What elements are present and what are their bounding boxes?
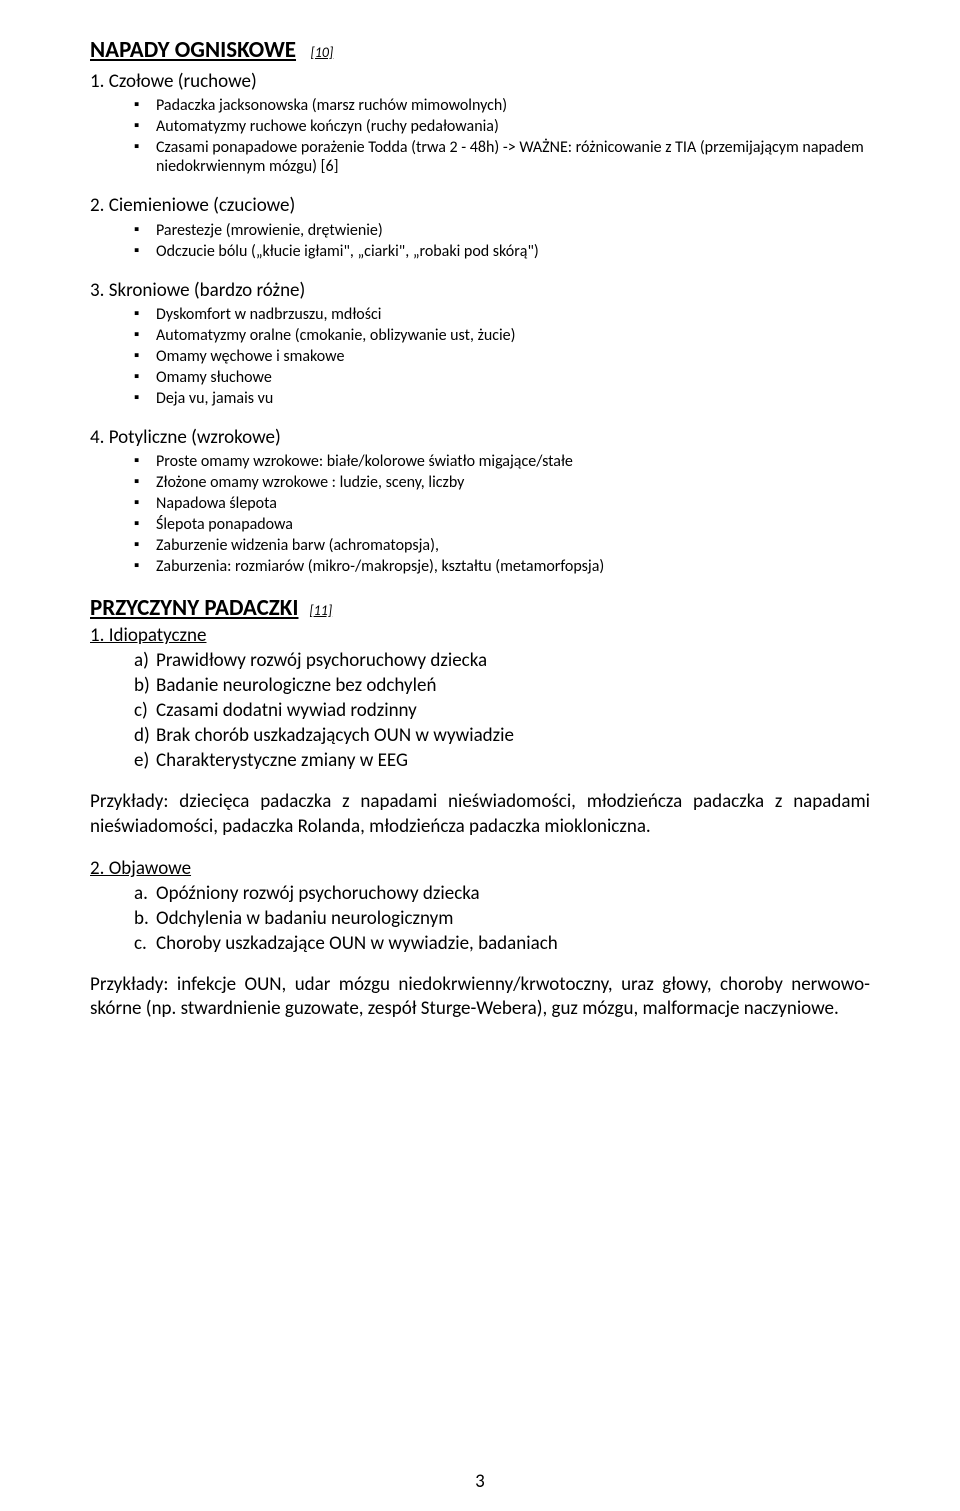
list-item: b) Badanie neurologiczne bez odchyleń bbox=[134, 674, 870, 697]
item-text: Prawidłowy rozwój psychoruchowy dziecka bbox=[156, 649, 487, 672]
cause-2-list: a. Opóźniony rozwój psychoruchowy dziecka… bbox=[90, 882, 870, 955]
list-item: c. Choroby uszkadzające OUN w wywiadzie, … bbox=[134, 932, 870, 955]
heading-causes-ref: [11] bbox=[309, 602, 332, 619]
cause-1-list: a) Prawidłowy rozwój psychoruchowy dzieck… bbox=[90, 649, 870, 772]
list-item: Automatyzmy ruchowe kończyn (ruchy pedał… bbox=[134, 117, 870, 136]
list-item: a) Prawidłowy rozwój psychoruchowy dzieck… bbox=[134, 649, 870, 672]
heading-title: NAPADY OGNISKOWE bbox=[90, 36, 296, 64]
item-label: a. bbox=[134, 882, 148, 905]
section-3-title: 3. Skroniowe (bardzo różne) bbox=[90, 279, 870, 303]
item-label: b) bbox=[134, 674, 150, 697]
heading-focal-seizures: NAPADY OGNISKOWE [10] bbox=[90, 36, 870, 64]
list-item: Zaburzenia: rozmiarów (mikro-/makropsje)… bbox=[134, 557, 870, 576]
section-3-list: Dyskomfort w nadbrzuszu, mdłości Automat… bbox=[90, 305, 870, 408]
list-item: Odczucie bólu („kłucie igłami", „ciarki"… bbox=[134, 242, 870, 261]
list-item: c) Czasami dodatni wywiad rodzinny bbox=[134, 699, 870, 722]
list-item: Padaczka jacksonowska (marsz ruchów mimo… bbox=[134, 96, 870, 115]
item-text: Brak chorób uszkadzających OUN w wywiadz… bbox=[156, 724, 514, 747]
section-4-list: Proste omamy wzrokowe: białe/kolorowe św… bbox=[90, 452, 870, 576]
item-text: Badanie neurologiczne bez odchyleń bbox=[156, 674, 436, 697]
section-4-title: 4. Potyliczne (wzrokowe) bbox=[90, 426, 870, 450]
list-item: Zaburzenie widzenia barw (achromatopsja)… bbox=[134, 536, 870, 555]
item-label: c. bbox=[134, 932, 147, 955]
list-item: e) Charakterystyczne zmiany w EEG bbox=[134, 749, 870, 772]
list-item: b. Odchylenia w badaniu neurologicznym bbox=[134, 907, 870, 930]
cause-1-title: 1. Idiopatyczne bbox=[90, 624, 870, 647]
list-item: Omamy węchowe i smakowe bbox=[134, 347, 870, 366]
section-1-list: Padaczka jacksonowska (marsz ruchów mimo… bbox=[90, 96, 870, 176]
list-item: Proste omamy wzrokowe: białe/kolorowe św… bbox=[134, 452, 870, 471]
item-label: b. bbox=[134, 907, 149, 930]
document-page: NAPADY OGNISKOWE [10] 1. Czołowe (ruchow… bbox=[0, 0, 960, 1511]
item-text: Choroby uszkadzające OUN w wywiadzie, ba… bbox=[156, 932, 558, 955]
section-2-list: Parestezje (mrowienie, drętwienie) Odczu… bbox=[90, 221, 870, 261]
examples-1: Przykłady: dziecięca padaczka z napadami… bbox=[90, 790, 870, 839]
item-text: Czasami dodatni wywiad rodzinny bbox=[156, 699, 417, 722]
list-item: a. Opóźniony rozwój psychoruchowy dziecka bbox=[134, 882, 870, 905]
heading-causes-title: PRZYCZYNY PADACZKI bbox=[90, 594, 298, 622]
item-label: e) bbox=[134, 749, 149, 772]
item-text: Charakterystyczne zmiany w EEG bbox=[156, 749, 408, 772]
list-item: Dyskomfort w nadbrzuszu, mdłości bbox=[134, 305, 870, 324]
item-label: d) bbox=[134, 724, 150, 747]
examples-2: Przykłady: infekcje OUN, udar mózgu nied… bbox=[90, 973, 870, 1022]
cause-2-title: 2. Objawowe bbox=[90, 857, 870, 880]
heading-ref: [10] bbox=[311, 44, 334, 61]
list-item: Ślepota ponapadowa bbox=[134, 515, 870, 534]
list-item: Złożone omamy wzrokowe : ludzie, sceny, … bbox=[134, 473, 870, 492]
item-text: Opóźniony rozwój psychoruchowy dziecka bbox=[156, 882, 480, 905]
list-item: Deja vu, jamais vu bbox=[134, 389, 870, 408]
item-text: Odchylenia w badaniu neurologicznym bbox=[156, 907, 453, 930]
list-item: Omamy słuchowe bbox=[134, 368, 870, 387]
item-label: c) bbox=[134, 699, 148, 722]
list-item: Czasami ponapadowe porażenie Todda (trwa… bbox=[134, 138, 870, 176]
heading-causes: PRZYCZYNY PADACZKI [11] bbox=[90, 594, 870, 622]
item-label: a) bbox=[134, 649, 149, 672]
list-item: Automatyzmy oralne (cmokanie, oblizywani… bbox=[134, 326, 870, 345]
page-number: 3 bbox=[0, 1470, 960, 1493]
section-1-title: 1. Czołowe (ruchowe) bbox=[90, 70, 870, 94]
section-2-title: 2. Ciemieniowe (czuciowe) bbox=[90, 194, 870, 218]
list-item: Napadowa ślepota bbox=[134, 494, 870, 513]
list-item: d) Brak chorób uszkadzających OUN w wywia… bbox=[134, 724, 870, 747]
list-item: Parestezje (mrowienie, drętwienie) bbox=[134, 221, 870, 240]
